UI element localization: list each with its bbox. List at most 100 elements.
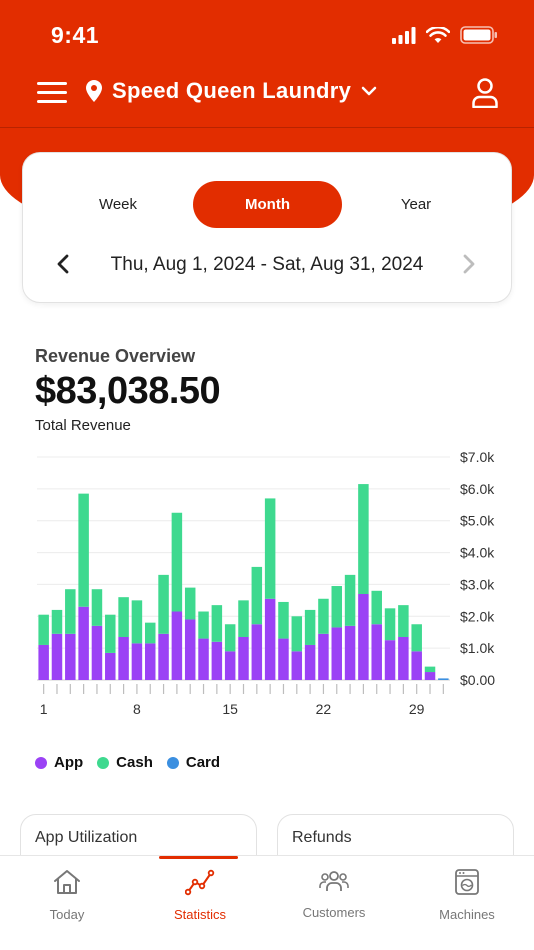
bar-app[interactable] [171, 611, 183, 680]
bar-cash[interactable] [264, 498, 276, 599]
bar-app[interactable] [278, 638, 289, 680]
header-divider [0, 127, 534, 128]
bar-cash[interactable] [184, 587, 196, 620]
bar-app[interactable] [371, 624, 382, 680]
bar-app[interactable] [184, 619, 196, 680]
bar-cash[interactable] [91, 589, 103, 626]
bar-cash[interactable] [371, 590, 382, 625]
bar-app[interactable] [398, 636, 409, 680]
chart-legend: App Cash Card [35, 754, 220, 771]
legend-label-cash: Cash [116, 754, 153, 771]
wifi-icon [426, 26, 450, 43]
status-bar: 9:41 [0, 0, 534, 70]
date-range-label: Thu, Aug 1, 2024 - Sat, Aug 31, 2024 [110, 254, 424, 275]
bar-app[interactable] [78, 606, 89, 680]
bar-cash[interactable] [65, 589, 76, 634]
legend-item-cash: Cash [97, 754, 153, 771]
bar-cash[interactable] [278, 601, 289, 639]
bar-app[interactable] [238, 636, 249, 680]
location-selector[interactable]: Speed Queen Laundry [86, 78, 377, 104]
tab-year[interactable]: Year [400, 196, 432, 213]
bar-app[interactable] [158, 633, 169, 680]
bar-app[interactable] [38, 644, 49, 680]
bar-app[interactable] [251, 624, 263, 680]
bar-cash[interactable] [38, 614, 49, 645]
tab-machines[interactable]: Machines [412, 868, 522, 922]
bar-cash[interactable] [358, 484, 369, 594]
tab-statistics[interactable]: Statistics [145, 868, 255, 922]
bar-cash[interactable] [411, 624, 422, 652]
bar-app[interactable] [384, 640, 396, 680]
x-tick-label: 1 [40, 701, 48, 717]
x-tick-label: 15 [222, 701, 238, 717]
bar-cash[interactable] [144, 622, 156, 644]
bar-cash[interactable] [318, 598, 329, 634]
bar-app[interactable] [144, 643, 156, 680]
bar-app[interactable] [411, 651, 422, 680]
tab-week[interactable]: Week [98, 196, 138, 213]
bar-cash[interactable] [331, 586, 343, 628]
legend-label-card: Card [185, 754, 221, 771]
legend-item-app: App [35, 754, 83, 771]
bar-cash[interactable] [51, 609, 63, 634]
bar-app[interactable] [264, 598, 276, 680]
bar-cash[interactable] [211, 605, 223, 642]
top-bar: Speed Queen Laundry [0, 72, 534, 120]
bar-app[interactable] [331, 627, 343, 680]
bar-app[interactable] [131, 643, 143, 680]
bar-app[interactable] [118, 636, 129, 680]
bar-app[interactable] [318, 633, 329, 680]
tab-month[interactable]: Month [193, 181, 342, 228]
legend-dot-app [35, 756, 47, 769]
bar-app[interactable] [358, 593, 369, 680]
tab-statistics-label: Statistics [173, 907, 226, 922]
chevron-left-icon[interactable] [55, 253, 71, 275]
bar-app[interactable] [91, 625, 103, 680]
bar-app[interactable] [424, 672, 436, 680]
date-range: Thu, Aug 1, 2024 - Sat, Aug 31, 2024 [23, 249, 511, 283]
bar-card[interactable] [438, 678, 449, 680]
bar-app[interactable] [65, 633, 76, 680]
bar-app[interactable] [51, 633, 63, 680]
bar-app[interactable] [224, 651, 236, 680]
bar-cash[interactable] [171, 512, 183, 612]
tab-customers[interactable]: Customers [279, 868, 389, 920]
revenue-amount: $83,038.50 [35, 370, 221, 412]
y-tick-label: $3.0k [460, 576, 495, 592]
tab-today[interactable]: Today [12, 868, 122, 922]
bar-cash[interactable] [251, 566, 263, 625]
bar-cash[interactable] [384, 608, 396, 641]
period-tabs: Week Month Year [23, 181, 511, 229]
period-selector-card: Week Month Year Thu, Aug 1, 2024 - Sat, … [22, 152, 512, 303]
profile-button[interactable] [472, 78, 498, 113]
bar-app[interactable] [291, 651, 303, 680]
bar-cash[interactable] [344, 574, 356, 626]
bar-app[interactable] [105, 652, 116, 680]
tab-customers-label: Customers [302, 905, 366, 920]
bar-cash[interactable] [291, 616, 303, 652]
bar-cash[interactable] [224, 624, 236, 652]
bar-cash[interactable] [398, 605, 409, 637]
menu-button[interactable] [37, 82, 67, 106]
bar-cash[interactable] [118, 597, 129, 637]
user-icon [472, 78, 498, 109]
bar-app[interactable] [198, 638, 209, 680]
chevron-right-icon[interactable] [461, 253, 477, 275]
bar-cash[interactable] [105, 614, 116, 653]
bar-cash[interactable] [424, 666, 436, 673]
bar-cash[interactable] [158, 574, 169, 634]
bar-cash[interactable] [78, 493, 89, 607]
location-pin-icon [86, 80, 102, 102]
x-tick-label: 29 [409, 701, 425, 717]
menu-icon [37, 82, 67, 85]
bar-cash[interactable] [304, 609, 316, 645]
bar-app[interactable] [211, 641, 223, 680]
legend-dot-cash [97, 756, 110, 769]
legend-label-app: App [54, 754, 84, 771]
y-tick-label: $2.0k [460, 608, 495, 624]
bar-app[interactable] [344, 625, 356, 680]
bar-cash[interactable] [238, 600, 249, 637]
bar-cash[interactable] [198, 611, 209, 639]
bar-cash[interactable] [131, 600, 143, 644]
bar-app[interactable] [304, 644, 316, 680]
